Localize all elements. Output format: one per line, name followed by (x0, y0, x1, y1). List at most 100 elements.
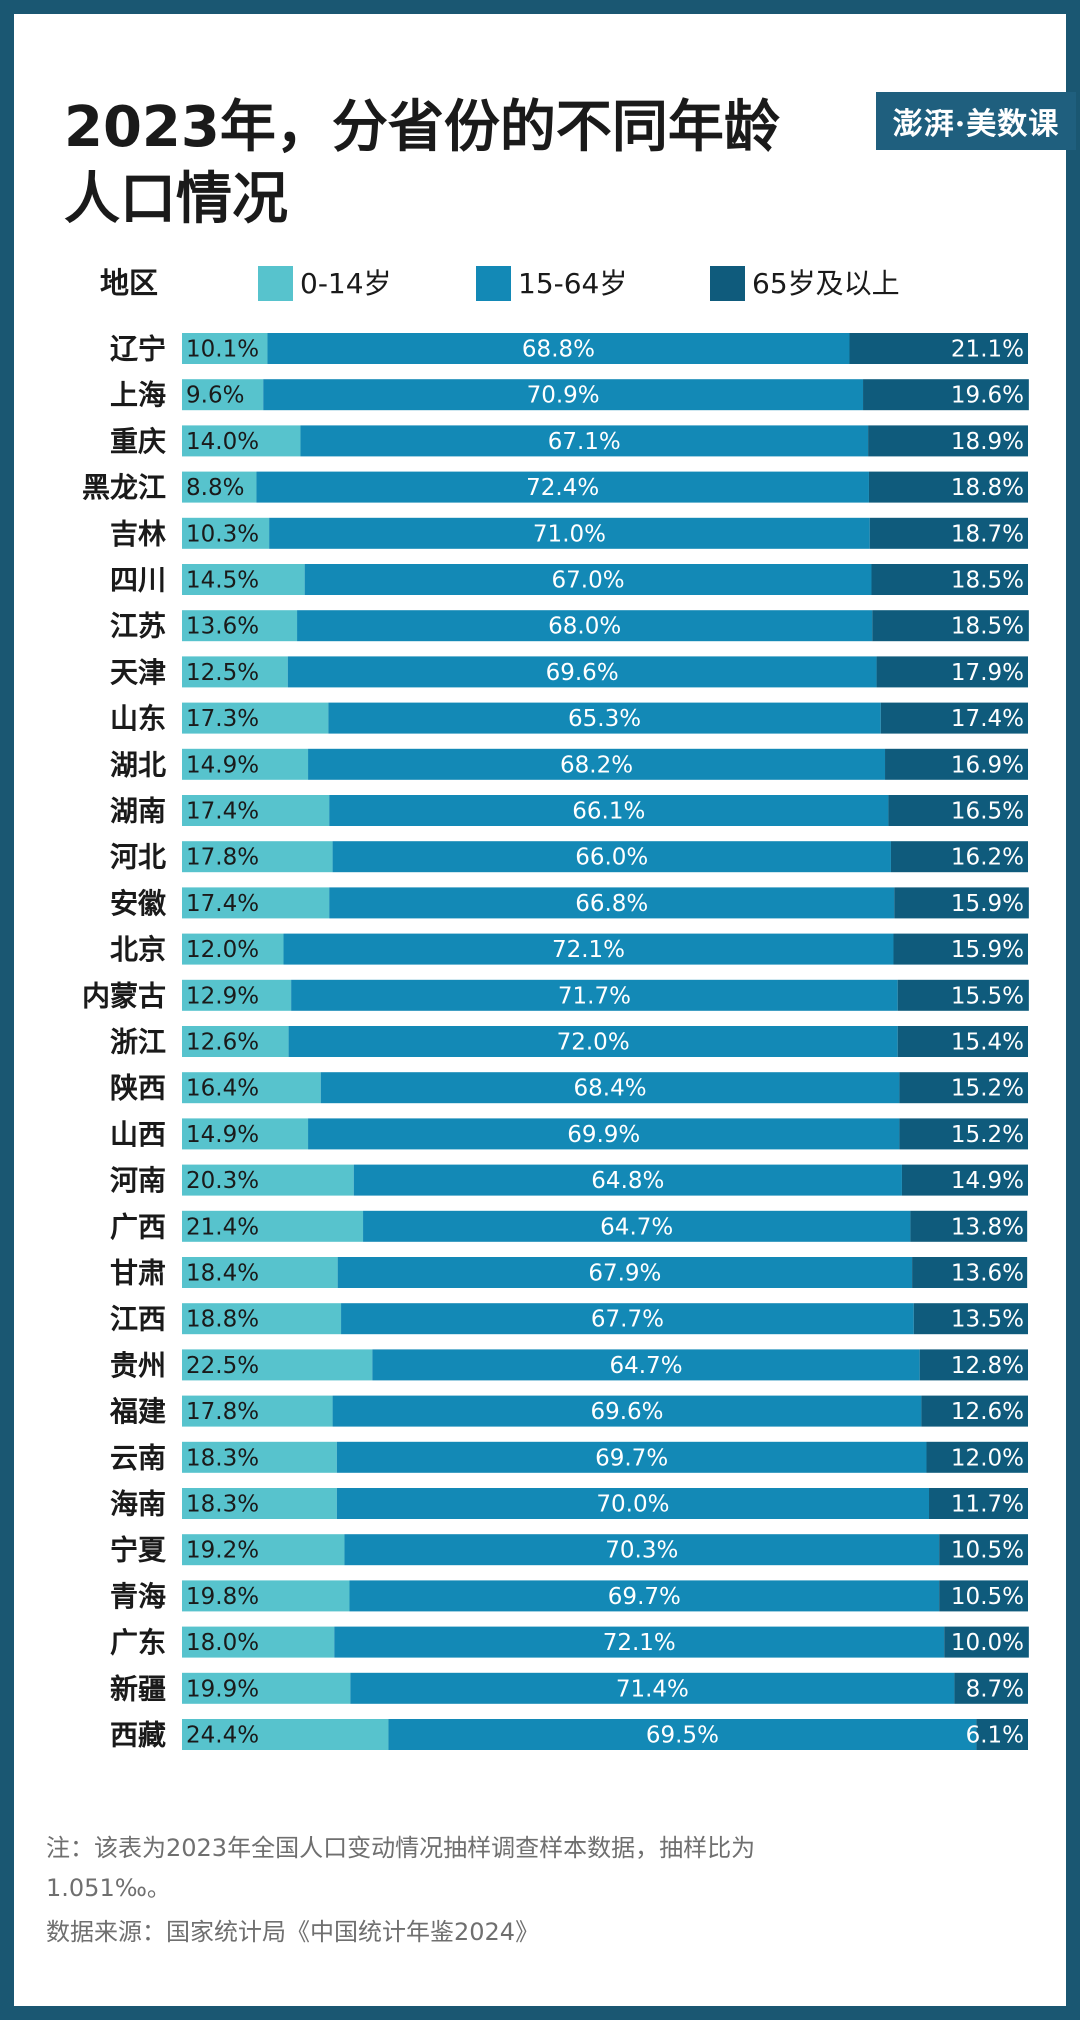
bar-row: 广西 21.4% 64.7% 13.8% (110, 1210, 1028, 1243)
data-label-1: 69.7% (595, 1445, 668, 1471)
data-label-0: 17.8% (186, 1399, 259, 1425)
bar-segment-1 (297, 610, 873, 642)
data-label-0: 18.3% (186, 1492, 259, 1518)
bar-row: 云南 18.3% 69.7% 12.0% (110, 1441, 1028, 1474)
bar-segment-1 (337, 1257, 913, 1288)
bar-segment-2 (939, 1580, 1028, 1612)
data-label-2: 12.6% (951, 1399, 1024, 1425)
data-label-1: 69.9% (567, 1122, 640, 1148)
bar-segment-2 (897, 979, 1029, 1011)
bar-segment-0 (182, 1719, 389, 1750)
category-label: 四川 (110, 564, 166, 597)
bar-row: 上海 9.6% 70.9% 19.6% (110, 379, 1029, 412)
bar-segment-0 (182, 748, 309, 780)
bar-segment-2 (868, 425, 1028, 457)
data-label-2: 10.5% (951, 1584, 1024, 1610)
bar-segment-1 (287, 656, 877, 688)
bar-row: 江西 18.8% 67.7% 13.5% (110, 1303, 1028, 1336)
bar-segment-2 (893, 933, 1028, 965)
data-label-2: 12.0% (951, 1445, 1024, 1471)
data-label-2: 17.4% (951, 706, 1024, 732)
data-label-1: 68.4% (574, 1076, 647, 1102)
bar-segment-1 (256, 471, 869, 503)
bar-segment-2 (888, 795, 1028, 826)
data-label-1: 70.9% (527, 383, 600, 409)
data-label-0: 17.4% (186, 799, 259, 825)
bar-row: 天津 12.5% 69.6% 17.9% (110, 656, 1028, 689)
bar-segment-0 (182, 1303, 342, 1335)
bar-segment-0 (182, 841, 333, 873)
bar-row: 河北 17.8% 66.0% 16.2% (110, 841, 1028, 874)
category-label: 山西 (110, 1118, 166, 1151)
bar-row: 江苏 13.6% 68.0% 18.5% (110, 610, 1029, 643)
data-label-1: 67.0% (552, 568, 625, 594)
data-label-2: 12.8% (951, 1353, 1024, 1379)
bar-row: 新疆 19.9% 71.4% 8.7% (110, 1672, 1028, 1705)
data-label-0: 14.0% (186, 429, 259, 455)
data-label-1: 64.8% (591, 1168, 664, 1194)
data-label-0: 19.8% (186, 1584, 259, 1610)
bar-segment-2 (926, 1441, 1028, 1473)
data-label-2: 11.7% (951, 1492, 1024, 1518)
category-label: 湖北 (110, 748, 166, 781)
data-label-2: 18.9% (951, 429, 1024, 455)
chart-title-line-1: 2023年，分省份的不同年龄 (64, 95, 780, 160)
data-label-0: 20.3% (186, 1168, 259, 1194)
bar-segment-0 (182, 425, 301, 457)
data-label-0: 16.4% (186, 1076, 259, 1102)
bar-segment-1 (328, 702, 881, 734)
category-label: 河北 (110, 841, 166, 874)
bar-segment-1 (332, 1395, 922, 1427)
category-label: 海南 (110, 1488, 166, 1521)
chart-title-line-2: 人口情况 (64, 167, 288, 232)
bar-segment-0 (182, 1580, 350, 1612)
data-label-2: 16.2% (951, 845, 1024, 871)
chart-title: 2023年，分省份的不同年龄 人口情况 (64, 92, 824, 236)
data-label-2: 13.6% (951, 1261, 1024, 1287)
bar-segment-2 (869, 517, 1028, 549)
source-text: 数据来源：国家统计局《中国统计年鉴2024》 (46, 1918, 540, 1946)
data-label-0: 14.9% (186, 752, 259, 778)
category-label: 新疆 (110, 1672, 166, 1705)
category-label: 青海 (110, 1580, 166, 1613)
bar-segment-1 (320, 1072, 900, 1104)
bar-row: 内蒙古 12.9% 71.7% 15.5% (82, 979, 1029, 1012)
bar-segment-0 (182, 610, 298, 642)
bar-segment-0 (182, 1534, 345, 1566)
bar-segment-2 (890, 841, 1028, 873)
category-label: 宁夏 (110, 1534, 167, 1567)
bar-segment-2 (871, 564, 1028, 595)
bar-segment-0 (182, 933, 284, 965)
data-label-0: 10.1% (186, 337, 259, 363)
data-label-0: 19.9% (186, 1676, 259, 1702)
data-label-0: 12.0% (186, 937, 259, 963)
bar-row: 吉林 10.3% 71.0% 18.7% (110, 517, 1028, 550)
data-label-0: 8.8% (186, 475, 244, 501)
data-label-1: 72.1% (603, 1630, 676, 1656)
category-label: 陕西 (110, 1072, 166, 1105)
bar-segment-0 (182, 379, 264, 411)
bar-row: 重庆 14.0% 67.1% 18.9% (110, 425, 1028, 458)
bar-segment-2 (954, 1672, 1028, 1704)
bar-segment-0 (182, 1441, 337, 1473)
bar-segment-2 (939, 1534, 1028, 1566)
bar-segment-1 (344, 1534, 940, 1566)
data-label-0: 21.4% (186, 1214, 259, 1240)
bar-row: 河南 20.3% 64.8% 14.9% (110, 1164, 1028, 1197)
bar-segment-1 (269, 517, 870, 549)
data-label-1: 70.0% (596, 1492, 669, 1518)
data-label-2: 10.5% (951, 1538, 1024, 1564)
data-label-0: 13.6% (186, 614, 259, 640)
data-label-2: 19.6% (951, 383, 1024, 409)
bar-segment-2 (849, 333, 1028, 364)
data-label-2: 18.5% (951, 614, 1024, 640)
bar-segment-1 (300, 425, 869, 457)
bar-row: 黑龙江 8.8% 72.4% 18.8% (82, 471, 1028, 504)
bar-segment-0 (182, 1118, 309, 1150)
category-label: 山东 (110, 702, 166, 735)
category-label: 西藏 (110, 1719, 166, 1752)
bar-row: 辽宁 10.1% 68.8% 21.1% (110, 333, 1028, 366)
bar-segment-2 (868, 471, 1028, 503)
bar-row: 山西 14.9% 69.9% 15.2% (110, 1118, 1028, 1151)
bar-segment-1 (283, 933, 894, 965)
